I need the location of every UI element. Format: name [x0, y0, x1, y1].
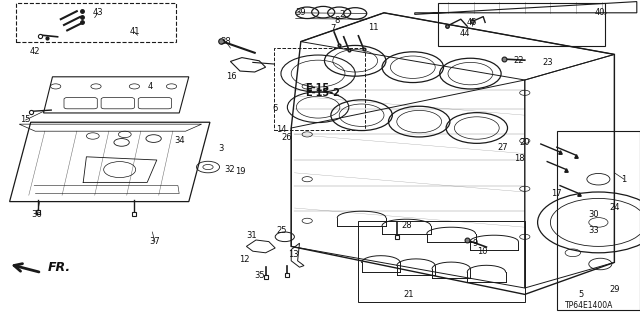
Text: 42: 42 — [30, 47, 40, 56]
Text: 2: 2 — [340, 10, 345, 19]
Text: 18: 18 — [515, 154, 525, 163]
Text: 40: 40 — [595, 8, 605, 17]
Text: 4: 4 — [148, 82, 153, 91]
Text: 38: 38 — [221, 37, 231, 46]
Text: TP64E1400A: TP64E1400A — [564, 301, 613, 310]
Text: 15: 15 — [20, 116, 31, 124]
Text: 9: 9 — [472, 239, 477, 248]
Text: 26: 26 — [282, 133, 292, 142]
Text: 43: 43 — [93, 8, 103, 17]
Bar — [438, 3, 605, 46]
Text: 41: 41 — [129, 28, 140, 36]
Text: 37: 37 — [150, 237, 160, 246]
Text: 30: 30 — [589, 210, 599, 219]
Text: 44: 44 — [460, 29, 470, 38]
Text: 27: 27 — [498, 143, 508, 152]
Text: 35: 35 — [254, 271, 264, 280]
Text: 32: 32 — [224, 165, 234, 174]
Text: 28: 28 — [402, 221, 412, 230]
Text: 12: 12 — [239, 255, 250, 264]
Text: 14: 14 — [276, 125, 287, 134]
Text: 39: 39 — [296, 8, 306, 17]
Text: 36: 36 — [32, 210, 42, 219]
Text: 19: 19 — [235, 167, 245, 176]
Bar — [557, 131, 640, 310]
Text: 29: 29 — [609, 285, 620, 294]
Text: 11: 11 — [368, 23, 378, 32]
Text: 24: 24 — [609, 204, 620, 212]
Bar — [274, 48, 365, 130]
Text: 20: 20 — [520, 138, 530, 147]
Text: E-15-2: E-15-2 — [305, 88, 339, 98]
Text: 6: 6 — [273, 104, 278, 113]
Text: 23: 23 — [543, 58, 553, 67]
Bar — [358, 221, 525, 302]
Bar — [16, 3, 176, 42]
Text: 1: 1 — [621, 175, 627, 184]
Text: 3: 3 — [218, 144, 223, 153]
Text: 17: 17 — [552, 189, 562, 198]
Text: 8: 8 — [335, 16, 340, 25]
Text: 10: 10 — [477, 247, 488, 256]
Text: 13: 13 — [288, 250, 298, 259]
Text: 22: 22 — [513, 56, 524, 65]
Text: 7: 7 — [330, 24, 335, 33]
Text: FR.: FR. — [48, 261, 71, 274]
Text: 5: 5 — [579, 290, 584, 299]
Text: 33: 33 — [589, 226, 599, 235]
Text: 16: 16 — [227, 72, 237, 81]
Text: 31: 31 — [246, 231, 257, 240]
Text: 21: 21 — [403, 290, 413, 299]
Text: 25: 25 — [276, 226, 287, 235]
Text: 34: 34 — [174, 136, 184, 145]
Text: E-15: E-15 — [305, 83, 329, 93]
Text: 45: 45 — [467, 18, 477, 27]
